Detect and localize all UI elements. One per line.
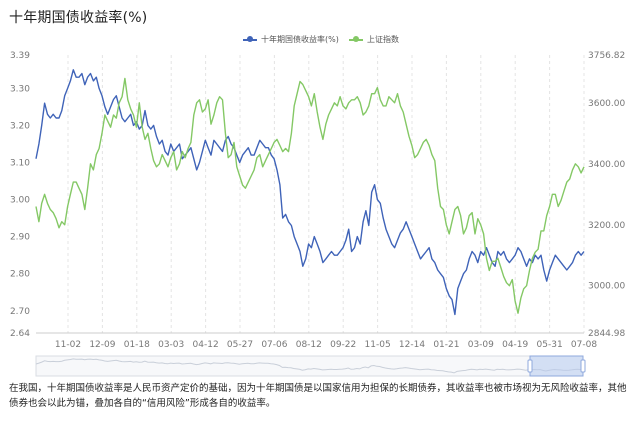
y-right-tick-label: 3756.82 <box>588 51 625 61</box>
y-left-tick-label: 3.00 <box>10 196 30 206</box>
x-tick-label: 05-31 <box>537 340 563 350</box>
y-right-tick-label: 3600.00 <box>588 99 625 109</box>
x-tick-label: 01-18 <box>124 340 150 350</box>
y-left-tick-label: 3.10 <box>10 158 30 168</box>
x-tick-label: 12-14 <box>399 340 425 350</box>
x-tick-label: 11-02 <box>55 340 81 350</box>
y-left-tick-label: 2.64 <box>10 329 30 339</box>
y-left-tick-label: 2.80 <box>10 270 30 280</box>
legend-dot-bond-yield <box>247 36 253 42</box>
x-tick-label: 04-19 <box>502 340 528 350</box>
y-right-tick-label: 3200.00 <box>588 221 625 231</box>
x-tick-label: 07-08 <box>571 340 597 350</box>
x-tick-label: 03-09 <box>468 340 494 350</box>
series-line-bond-yield <box>35 69 585 316</box>
y-right-tick-label: 3400.00 <box>588 160 625 170</box>
x-tick-label: 03-03 <box>158 340 184 350</box>
datazoom-handle-left[interactable] <box>527 359 533 373</box>
legend-label-sse-index: 上证指数 <box>367 35 399 44</box>
datazoom-track[interactable] <box>35 355 584 377</box>
x-tick-label: 08-12 <box>296 340 322 350</box>
y-left-tick-label: 3.20 <box>10 121 30 131</box>
y-left-tick-label: 3.30 <box>10 84 30 94</box>
x-tick-label: 12-09 <box>89 340 115 350</box>
x-tick-label: 04-12 <box>193 340 219 350</box>
datazoom-selected-window[interactable] <box>529 355 584 377</box>
x-tick-label: 01-21 <box>433 340 459 350</box>
datazoom-handle-right[interactable] <box>580 359 586 373</box>
legend-label-bond-yield: 十年期国债收益率(%) <box>261 35 339 44</box>
y-right-tick-label: 2844.98 <box>588 329 625 339</box>
y-left-tick-label: 2.70 <box>10 307 30 317</box>
series-line-sse-index <box>35 77 585 314</box>
footnote-text: 在我国，十年期国债收益率是人民币资产定价的基础，因为十年期国债是以国家信用为担保… <box>9 383 627 409</box>
x-tick-label: 05-27 <box>227 340 253 350</box>
y-right-tick-label: 3000.00 <box>588 282 625 292</box>
legend-dot-sse-index <box>353 36 359 42</box>
chart-title: 十年期国债收益率(%) <box>9 10 148 26</box>
x-tick-label: 07-06 <box>261 340 287 350</box>
x-tick-label: 09-22 <box>330 340 356 350</box>
dual-axis-line-chart: 3.39 3.30 3.20 3.10 3.00 2.90 2.80 2.70 2.64 3756… <box>10 51 625 377</box>
y-left-tick-label: 3.39 <box>10 51 30 61</box>
x-tick-label: 11-05 <box>365 340 391 350</box>
y-left-tick-label: 2.90 <box>10 233 30 243</box>
datazoom-preview-line <box>35 358 584 374</box>
